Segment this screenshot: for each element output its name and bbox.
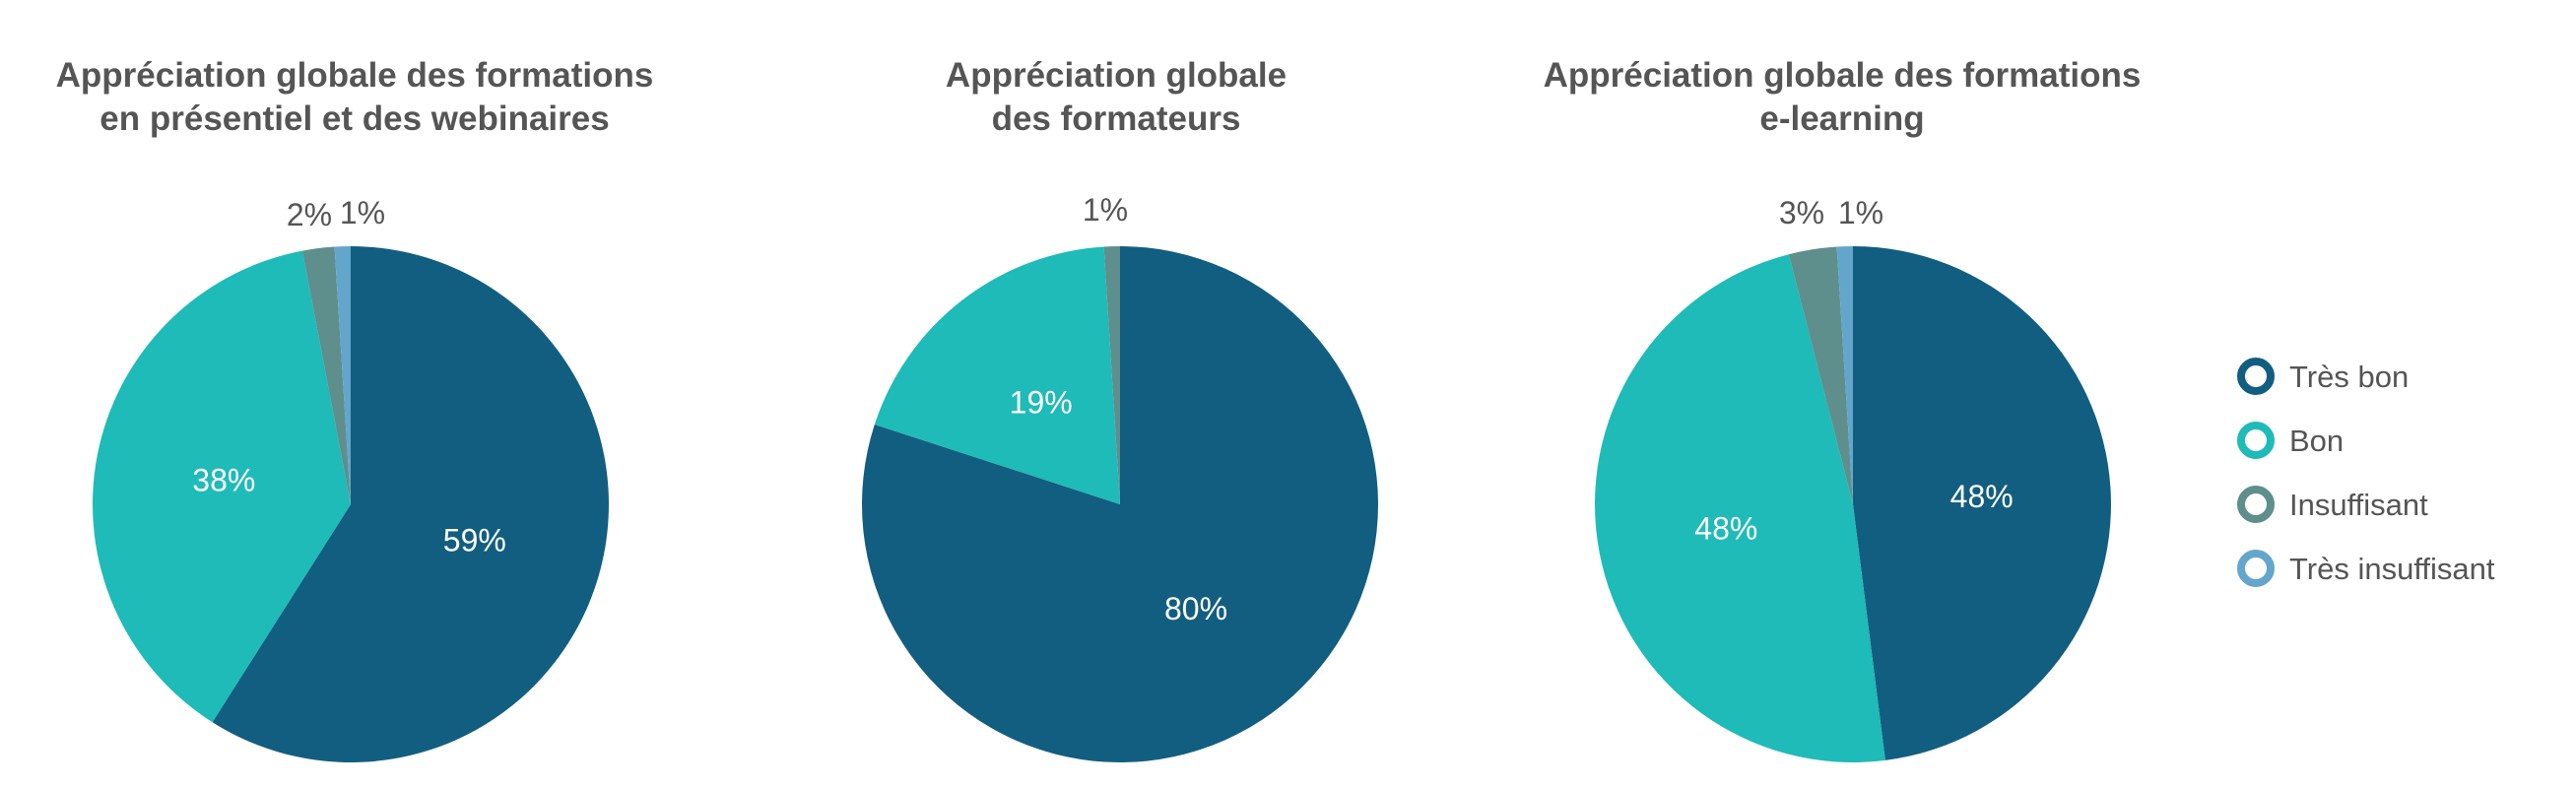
chart-title-line: Appréciation globale des formations xyxy=(1544,56,2142,95)
chart-title-line: Appréciation globale des formations xyxy=(56,56,654,95)
legend-item: Très bon xyxy=(2237,358,2409,395)
legend-marker-icon xyxy=(2237,422,2275,459)
legend-item: Très insuffisant xyxy=(2237,550,2495,587)
legend-marker-icon xyxy=(2237,550,2275,587)
pie-slice-très-bon xyxy=(212,246,610,762)
slice-value-label: 1% xyxy=(1083,192,1128,228)
slice-value-label: 59% xyxy=(443,523,506,558)
slice-value-label: 48% xyxy=(1950,479,2014,514)
slice-value-label: 1% xyxy=(1838,195,1883,230)
legend-marker-icon xyxy=(2237,358,2275,395)
pie-slice-insuffisant xyxy=(1788,246,1853,504)
pie-slice-insuffisant xyxy=(301,246,351,504)
slice-value-label: 3% xyxy=(1779,195,1824,230)
pie-slice-très-insuffisant xyxy=(334,246,351,504)
slice-value-label: 2% xyxy=(287,197,332,232)
legend-label: Très bon xyxy=(2289,360,2409,394)
slice-value-label: 80% xyxy=(1164,591,1227,626)
slice-value-label: 48% xyxy=(1694,511,1757,547)
pie-slice-très-insuffisant xyxy=(1836,246,1853,504)
legend-marker-icon xyxy=(2237,486,2275,523)
pie-slice-bon xyxy=(93,250,351,723)
pie-chart-1: Appréciation globale des formations en pr… xyxy=(56,56,654,762)
slice-value-label: 1% xyxy=(340,195,385,230)
pie-chart-2: Appréciation globale des formateurs 80% 19%… xyxy=(861,56,1378,762)
legend-item: Bon xyxy=(2237,422,2344,459)
chart-title-line: des formateurs xyxy=(992,99,1241,138)
chart-title-line: e-learning xyxy=(1759,99,1924,138)
pie-charts-group: Appréciation globale des formations en pr… xyxy=(56,56,2142,762)
chart-title-line: Appréciation globale xyxy=(946,56,1287,95)
pie-slice-insuffisant xyxy=(1103,246,1120,504)
pie-slice-bon xyxy=(1595,254,1885,762)
legend-label: Bon xyxy=(2289,424,2344,458)
chart-legend: Très bon Bon Insuffisant Très insuffisant xyxy=(2237,358,2495,587)
legend-label: Insuffisant xyxy=(2289,488,2428,522)
slice-value-label: 19% xyxy=(1010,385,1073,421)
slice-value-label: 38% xyxy=(192,463,255,498)
pie-slice-bon xyxy=(874,246,1120,504)
chart-title-line: en présentiel et des webinaires xyxy=(99,99,609,138)
legend-label: Très insuffisant xyxy=(2289,552,2495,586)
pie-slice-très-bon xyxy=(861,246,1378,762)
pie-slice-très-bon xyxy=(1853,246,2111,760)
legend-item: Insuffisant xyxy=(2237,486,2428,523)
pie-chart-3: Appréciation globale des formations e-lea… xyxy=(1544,56,2142,762)
